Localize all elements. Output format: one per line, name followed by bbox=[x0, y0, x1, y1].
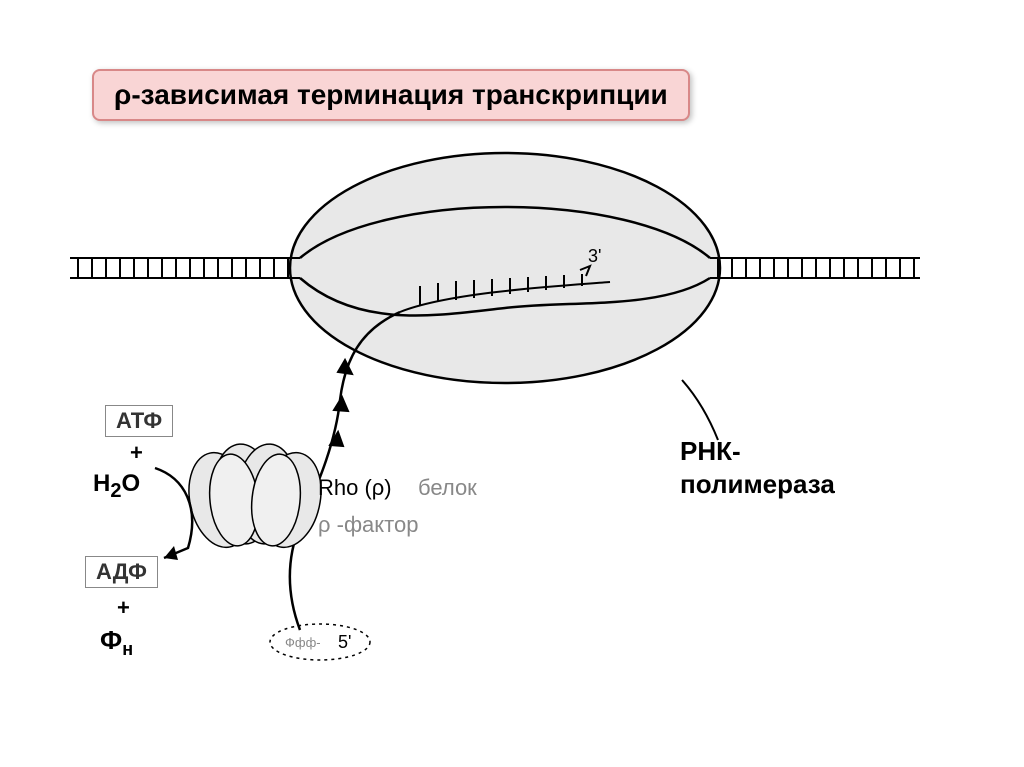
rna-polymerase-shape bbox=[290, 153, 720, 383]
atp-label: АТФ bbox=[105, 405, 173, 437]
atp-hydrolysis-arrow bbox=[155, 468, 192, 560]
fn-label: Фн bbox=[100, 625, 133, 660]
plus1-label: + bbox=[130, 440, 143, 466]
three-prime-label: 3' bbox=[588, 246, 601, 266]
five-prime-label: 5' bbox=[338, 632, 351, 652]
plus2-label: + bbox=[117, 595, 130, 621]
rnk-pointer bbox=[682, 380, 718, 440]
rho-protein bbox=[181, 442, 330, 553]
fff-label: Ффф- bbox=[285, 635, 321, 650]
dna-left bbox=[70, 258, 300, 278]
adp-label: АДФ bbox=[85, 556, 158, 588]
diagram-svg: 3' 5' bbox=[0, 0, 1024, 767]
rho-label: Rho (ρ) bbox=[318, 475, 392, 501]
belok-label: белок bbox=[418, 475, 477, 501]
rnk-polymerase-label: РНК-полимераза bbox=[680, 435, 835, 500]
h2o-label: H2O bbox=[93, 470, 140, 503]
rho-factor-label: ρ -фактор bbox=[318, 512, 418, 538]
dna-right bbox=[710, 258, 920, 278]
